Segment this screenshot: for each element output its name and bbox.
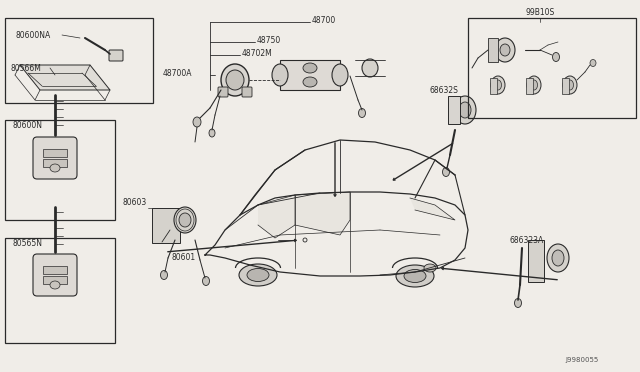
Polygon shape bbox=[20, 65, 110, 90]
Ellipse shape bbox=[221, 64, 249, 96]
Ellipse shape bbox=[239, 264, 277, 286]
Text: 48750: 48750 bbox=[257, 35, 281, 45]
Bar bbox=[488, 38, 498, 62]
Ellipse shape bbox=[527, 76, 541, 94]
Ellipse shape bbox=[552, 52, 559, 61]
Bar bbox=[448, 96, 460, 124]
Text: J9980055: J9980055 bbox=[565, 357, 598, 363]
Bar bbox=[5, 18, 153, 103]
Ellipse shape bbox=[362, 59, 378, 77]
Ellipse shape bbox=[226, 70, 244, 90]
Ellipse shape bbox=[332, 64, 348, 86]
Text: 68632S: 68632S bbox=[430, 86, 459, 94]
Text: 80566M: 80566M bbox=[10, 64, 41, 73]
Polygon shape bbox=[410, 198, 455, 220]
Ellipse shape bbox=[495, 38, 515, 62]
Ellipse shape bbox=[358, 109, 365, 118]
Ellipse shape bbox=[50, 164, 60, 172]
Ellipse shape bbox=[552, 250, 564, 266]
Ellipse shape bbox=[179, 213, 191, 227]
Text: 80565N: 80565N bbox=[12, 238, 42, 247]
Ellipse shape bbox=[193, 117, 201, 127]
Ellipse shape bbox=[202, 276, 209, 285]
Ellipse shape bbox=[454, 96, 476, 124]
Ellipse shape bbox=[247, 269, 269, 282]
Ellipse shape bbox=[590, 60, 596, 67]
Text: 686323A: 686323A bbox=[510, 235, 544, 244]
Ellipse shape bbox=[515, 298, 522, 308]
Text: 99B10S: 99B10S bbox=[525, 7, 555, 16]
Ellipse shape bbox=[50, 281, 60, 289]
Ellipse shape bbox=[566, 80, 573, 90]
Bar bbox=[562, 78, 569, 94]
Bar bbox=[43, 276, 67, 284]
Ellipse shape bbox=[424, 264, 436, 272]
Ellipse shape bbox=[500, 44, 510, 56]
Ellipse shape bbox=[547, 244, 569, 272]
Ellipse shape bbox=[209, 129, 215, 137]
Ellipse shape bbox=[396, 265, 434, 287]
Ellipse shape bbox=[404, 269, 426, 282]
FancyBboxPatch shape bbox=[33, 137, 77, 179]
Ellipse shape bbox=[272, 64, 288, 86]
FancyBboxPatch shape bbox=[33, 254, 77, 296]
Bar bbox=[5, 120, 115, 220]
Text: 80600N: 80600N bbox=[12, 121, 42, 129]
Bar bbox=[5, 238, 115, 343]
Bar bbox=[152, 208, 180, 243]
Ellipse shape bbox=[531, 80, 538, 90]
Ellipse shape bbox=[563, 76, 577, 94]
FancyBboxPatch shape bbox=[218, 87, 228, 97]
Text: 48700: 48700 bbox=[312, 16, 336, 25]
Polygon shape bbox=[295, 192, 350, 235]
Bar bbox=[490, 78, 497, 94]
Text: 48700A: 48700A bbox=[163, 68, 193, 77]
Bar bbox=[43, 266, 67, 274]
Ellipse shape bbox=[303, 63, 317, 73]
FancyBboxPatch shape bbox=[109, 50, 123, 61]
Ellipse shape bbox=[495, 80, 502, 90]
Bar bbox=[43, 149, 67, 157]
Ellipse shape bbox=[459, 102, 471, 118]
Ellipse shape bbox=[174, 207, 196, 233]
Bar bbox=[43, 159, 67, 167]
Text: 48702M: 48702M bbox=[242, 48, 273, 58]
Text: 80603: 80603 bbox=[122, 198, 147, 206]
Bar bbox=[528, 240, 544, 282]
Ellipse shape bbox=[161, 270, 168, 279]
Text: 80600NA: 80600NA bbox=[15, 31, 51, 39]
Ellipse shape bbox=[491, 76, 505, 94]
Ellipse shape bbox=[442, 167, 449, 176]
FancyBboxPatch shape bbox=[242, 87, 252, 97]
Bar bbox=[468, 18, 636, 118]
Bar bbox=[280, 60, 340, 90]
Bar bbox=[526, 78, 533, 94]
Polygon shape bbox=[258, 195, 295, 238]
Text: 80601: 80601 bbox=[172, 253, 196, 263]
Ellipse shape bbox=[303, 77, 317, 87]
